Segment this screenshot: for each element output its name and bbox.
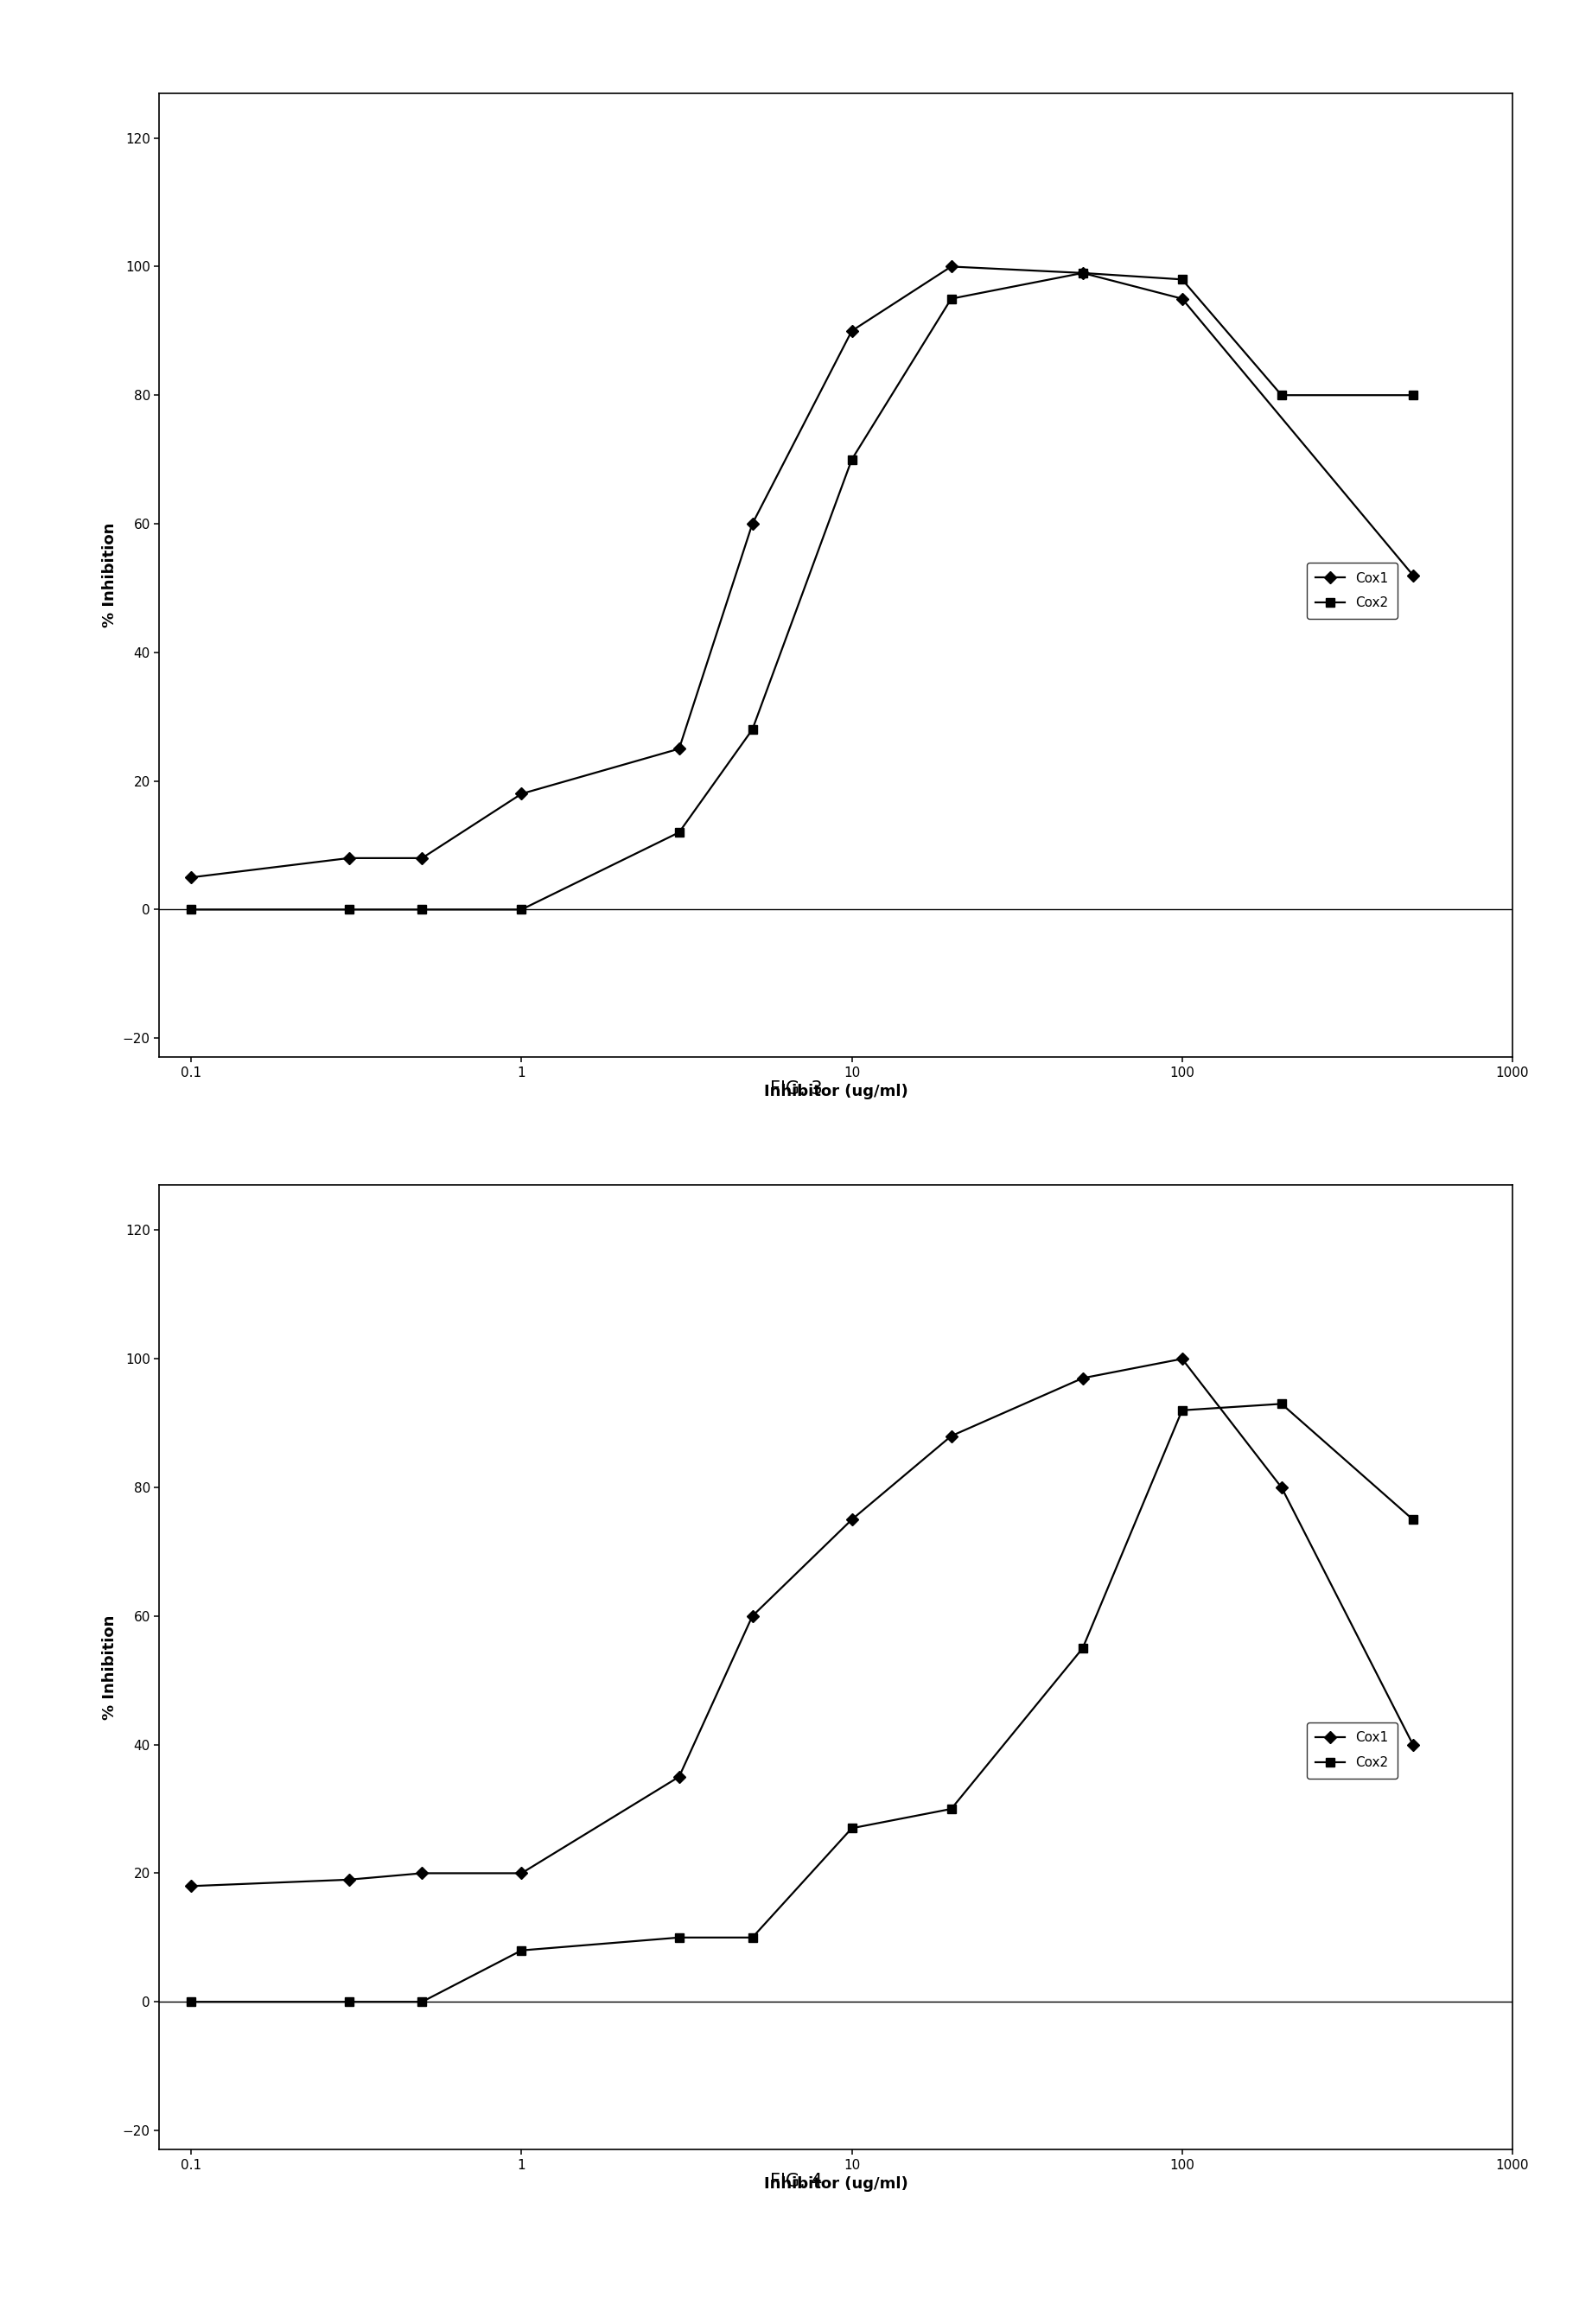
- Cox2: [743, 716, 763, 744]
- Cox2: [942, 286, 962, 314]
- Cox1: [1173, 1346, 1192, 1373]
- Cox2: [1404, 1506, 1423, 1534]
- Cox1: [1073, 258, 1092, 286]
- Cox2: [842, 1815, 861, 1843]
- Line: Cox2: Cox2: [186, 1399, 1417, 2006]
- Cox2: [181, 1987, 201, 2015]
- Cox1: [513, 781, 532, 809]
- Cox1: [1404, 562, 1423, 590]
- Cox2: [1272, 381, 1291, 409]
- Cox1: [743, 509, 763, 537]
- Text: FIG. 4: FIG. 4: [771, 2173, 821, 2189]
- Text: FIG. 3: FIG. 3: [771, 1081, 821, 1097]
- Cox2: [1073, 1634, 1092, 1662]
- Cox1: [1073, 1364, 1092, 1392]
- Cox2: [842, 446, 861, 474]
- Cox2: [339, 1987, 358, 2015]
- Cox2: [513, 895, 532, 923]
- Cox2: [1404, 381, 1423, 409]
- Cox2: [942, 1794, 962, 1822]
- Cox2: [1073, 258, 1092, 286]
- Cox2: [339, 895, 358, 923]
- Cox1: [842, 1506, 861, 1534]
- Cox2: [412, 1987, 431, 2015]
- Y-axis label: % Inhibition: % Inhibition: [102, 523, 118, 627]
- Cox2: [670, 1924, 689, 1952]
- Cox1: [339, 1866, 358, 1894]
- Cox1: [181, 865, 201, 892]
- Cox1: [412, 1859, 431, 1887]
- Line: Cox1: Cox1: [186, 1355, 1417, 1889]
- Cox2: [1173, 265, 1192, 293]
- Line: Cox2: Cox2: [186, 270, 1417, 913]
- Cox1: [412, 844, 431, 872]
- Cox2: [670, 818, 689, 846]
- Cox1: [1404, 1731, 1423, 1759]
- Legend: Cox1, Cox2: Cox1, Cox2: [1307, 562, 1398, 618]
- X-axis label: Inhibitor (ug/ml): Inhibitor (ug/ml): [764, 1085, 907, 1099]
- Cox1: [670, 734, 689, 762]
- Y-axis label: % Inhibition: % Inhibition: [102, 1615, 118, 1720]
- Cox1: [942, 1422, 962, 1450]
- Cox1: [942, 253, 962, 281]
- Cox2: [412, 895, 431, 923]
- Cox1: [181, 1873, 201, 1901]
- Cox1: [339, 844, 358, 872]
- Legend: Cox1, Cox2: Cox1, Cox2: [1307, 1722, 1398, 1778]
- Cox2: [181, 895, 201, 923]
- X-axis label: Inhibitor (ug/ml): Inhibitor (ug/ml): [764, 2178, 907, 2192]
- Cox2: [743, 1924, 763, 1952]
- Cox2: [1173, 1397, 1192, 1425]
- Cox1: [743, 1601, 763, 1629]
- Cox1: [842, 316, 861, 344]
- Cox1: [513, 1859, 532, 1887]
- Cox1: [1173, 286, 1192, 314]
- Cox2: [1272, 1390, 1291, 1418]
- Cox1: [670, 1764, 689, 1792]
- Cox1: [1272, 1473, 1291, 1501]
- Cox2: [513, 1936, 532, 1964]
- Line: Cox1: Cox1: [186, 263, 1417, 881]
